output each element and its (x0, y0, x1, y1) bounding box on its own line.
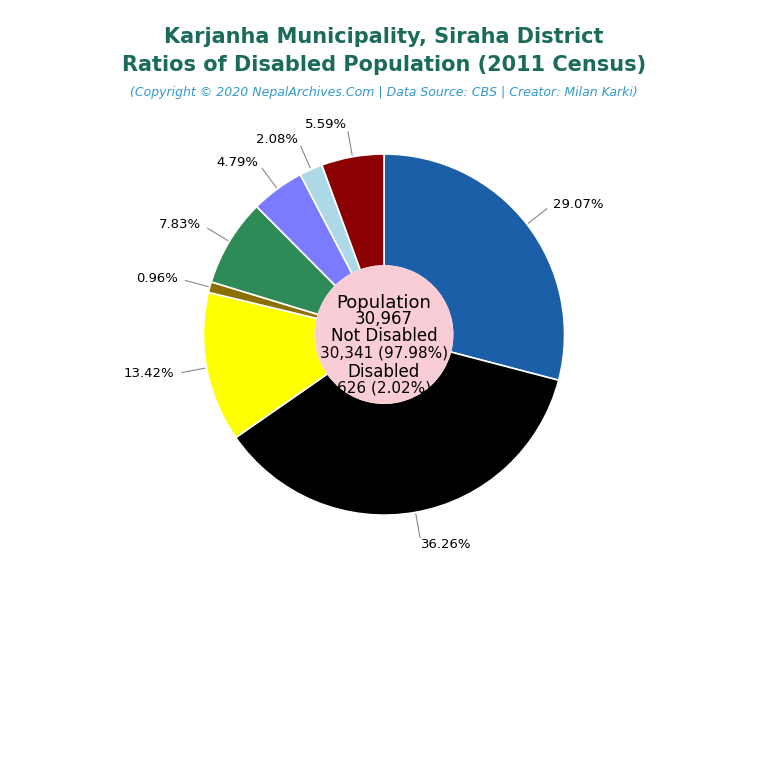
Text: Karjanha Municipality, Siraha District: Karjanha Municipality, Siraha District (164, 27, 604, 47)
Text: 30,341 (97.98%): 30,341 (97.98%) (320, 345, 448, 360)
Text: (Copyright © 2020 NepalArchives.Com | Data Source: CBS | Creator: Milan Karki): (Copyright © 2020 NepalArchives.Com | Da… (130, 86, 638, 99)
Text: Ratios of Disabled Population (2011 Census): Ratios of Disabled Population (2011 Cens… (122, 55, 646, 75)
Text: Not Disabled: Not Disabled (331, 327, 437, 346)
Text: 626 (2.02%): 626 (2.02%) (337, 380, 431, 396)
Wedge shape (257, 174, 353, 286)
Text: 7.83%: 7.83% (160, 218, 201, 231)
Text: 2.08%: 2.08% (256, 133, 298, 146)
Text: 0.96%: 0.96% (137, 272, 178, 285)
Wedge shape (211, 207, 336, 315)
Wedge shape (300, 165, 360, 273)
Text: Population: Population (336, 294, 432, 312)
Text: Disabled: Disabled (348, 362, 420, 381)
Wedge shape (384, 154, 564, 380)
Text: 36.26%: 36.26% (421, 538, 472, 551)
Wedge shape (204, 293, 328, 438)
Text: 5.59%: 5.59% (305, 118, 347, 131)
Text: 13.42%: 13.42% (124, 367, 174, 380)
Text: 30,967: 30,967 (355, 310, 413, 328)
Circle shape (316, 266, 452, 403)
Wedge shape (322, 154, 384, 270)
Text: 4.79%: 4.79% (216, 156, 258, 169)
Text: 29.07%: 29.07% (553, 198, 603, 211)
Wedge shape (236, 352, 558, 515)
Wedge shape (208, 282, 319, 319)
